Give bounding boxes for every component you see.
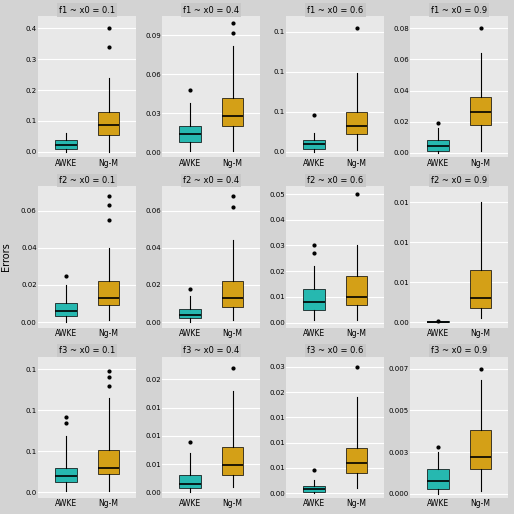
- PathPatch shape: [470, 97, 491, 125]
- PathPatch shape: [303, 486, 325, 492]
- Title: f2 ~ x0 = 0.4: f2 ~ x0 = 0.4: [183, 176, 240, 185]
- Title: f1 ~ x0 = 0.4: f1 ~ x0 = 0.4: [183, 6, 240, 14]
- PathPatch shape: [98, 281, 119, 305]
- PathPatch shape: [346, 112, 368, 134]
- PathPatch shape: [179, 126, 200, 142]
- Title: f3 ~ x0 = 0.4: f3 ~ x0 = 0.4: [183, 346, 240, 355]
- Title: f1 ~ x0 = 0.9: f1 ~ x0 = 0.9: [431, 6, 487, 14]
- PathPatch shape: [427, 469, 449, 489]
- Title: f1 ~ x0 = 0.6: f1 ~ x0 = 0.6: [307, 6, 363, 14]
- Title: f2 ~ x0 = 0.9: f2 ~ x0 = 0.9: [431, 176, 487, 185]
- PathPatch shape: [98, 450, 119, 474]
- PathPatch shape: [55, 140, 77, 149]
- PathPatch shape: [222, 98, 243, 126]
- PathPatch shape: [179, 475, 200, 488]
- Text: Errors: Errors: [1, 243, 11, 271]
- PathPatch shape: [470, 270, 491, 308]
- Title: f3 ~ x0 = 0.9: f3 ~ x0 = 0.9: [431, 346, 487, 355]
- PathPatch shape: [346, 448, 368, 473]
- PathPatch shape: [427, 140, 449, 151]
- Title: f3 ~ x0 = 0.6: f3 ~ x0 = 0.6: [307, 346, 363, 355]
- PathPatch shape: [222, 447, 243, 475]
- PathPatch shape: [470, 430, 491, 469]
- PathPatch shape: [55, 303, 77, 317]
- PathPatch shape: [303, 289, 325, 309]
- PathPatch shape: [427, 321, 449, 322]
- Title: f2 ~ x0 = 0.6: f2 ~ x0 = 0.6: [307, 176, 363, 185]
- PathPatch shape: [303, 140, 325, 149]
- PathPatch shape: [98, 112, 119, 135]
- PathPatch shape: [179, 309, 200, 318]
- Title: f3 ~ x0 = 0.1: f3 ~ x0 = 0.1: [59, 346, 115, 355]
- PathPatch shape: [346, 277, 368, 304]
- PathPatch shape: [55, 468, 77, 483]
- Title: f1 ~ x0 = 0.1: f1 ~ x0 = 0.1: [59, 6, 115, 14]
- PathPatch shape: [222, 281, 243, 307]
- Title: f2 ~ x0 = 0.1: f2 ~ x0 = 0.1: [59, 176, 115, 185]
